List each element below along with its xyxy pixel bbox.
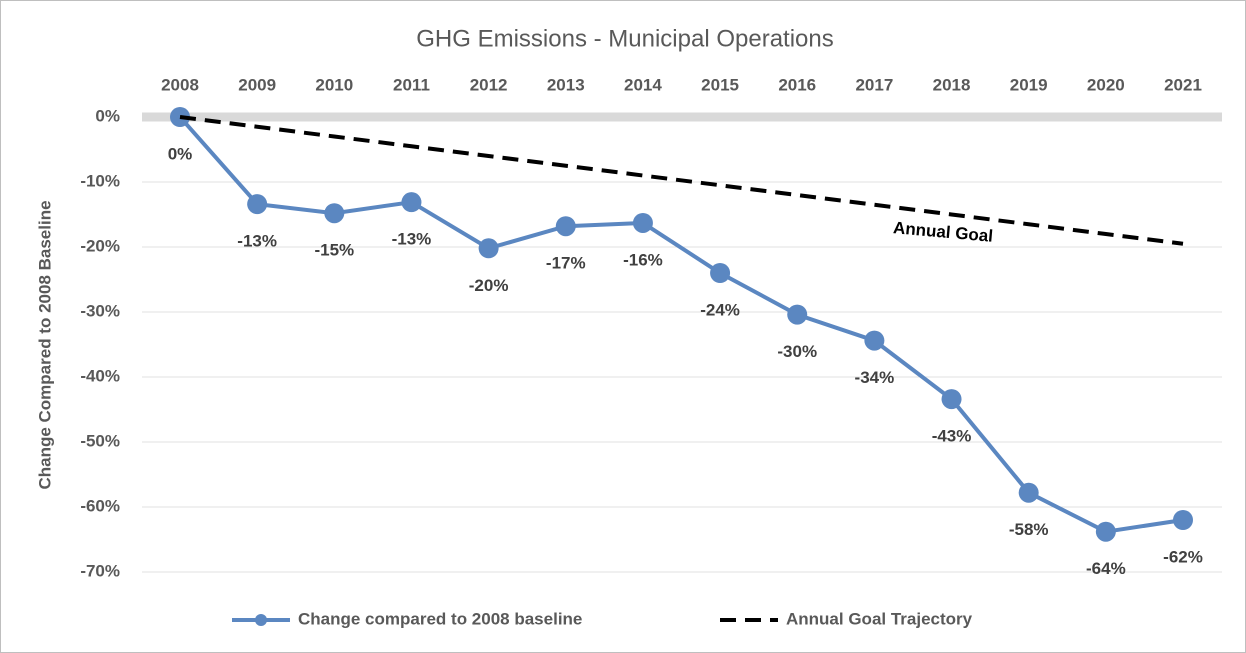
data-point (787, 304, 808, 325)
data-point (478, 238, 499, 259)
data-point (632, 212, 653, 233)
x-tick-label: 2021 (1164, 75, 1202, 94)
data-label: -43% (932, 427, 972, 446)
x-tick-label: 2011 (393, 75, 430, 94)
y-tick-label: -20% (80, 236, 120, 255)
data-point (710, 263, 731, 283)
x-tick-label: 2009 (238, 75, 276, 94)
y-tick-label: -40% (80, 366, 120, 385)
x-tick-label: 2013 (547, 75, 585, 94)
x-tick-label: 2019 (1010, 75, 1048, 94)
data-label: -16% (623, 250, 663, 269)
chart-title: GHG Emissions - Municipal Operations (416, 25, 833, 52)
data-label: -30% (777, 342, 817, 361)
y-tick-label: -30% (80, 301, 120, 320)
data-label: -20% (469, 276, 509, 295)
data-point (864, 330, 885, 351)
y-tick-label: -60% (80, 496, 120, 515)
data-point (247, 194, 268, 215)
y-tick-label: -50% (80, 431, 120, 450)
x-tick-label: 2020 (1087, 75, 1125, 94)
y-tick-label: -10% (80, 171, 120, 190)
data-label: -13% (392, 230, 432, 249)
data-label: -58% (1009, 520, 1049, 539)
data-label: -24% (700, 300, 740, 319)
legend-marker (255, 614, 267, 626)
y-tick-label: -70% (80, 561, 120, 580)
data-label: -13% (237, 232, 277, 251)
x-tick-label: 2017 (855, 75, 893, 94)
data-label: -34% (855, 368, 895, 387)
x-tick-label: 2010 (315, 75, 353, 94)
data-label: -17% (546, 254, 586, 273)
data-label: -15% (314, 241, 354, 260)
legend-label: Annual Goal Trajectory (786, 609, 973, 628)
x-tick-label: 2018 (933, 75, 971, 94)
x-tick-label: 2012 (470, 75, 508, 94)
x-tick-label: 2015 (701, 75, 739, 94)
data-point (1173, 510, 1193, 530)
data-point (1095, 521, 1116, 542)
data-point (401, 192, 422, 213)
y-axis-title: Change Compared to 2008 Baseline (35, 200, 54, 489)
data-point (1018, 482, 1039, 503)
data-label: -64% (1086, 559, 1126, 578)
data-label: -62% (1163, 547, 1203, 566)
data-line (178, 115, 1184, 534)
x-tick-label: 2008 (161, 75, 199, 94)
x-tick-label: 2014 (624, 75, 662, 94)
data-point (941, 389, 962, 410)
y-tick-label: 0% (95, 106, 120, 125)
goal-line (179, 115, 1184, 246)
x-tick-label: 2016 (778, 75, 816, 94)
data-point (324, 203, 345, 224)
legend-label: Change compared to 2008 baseline (298, 609, 582, 628)
data-label: 0% (168, 144, 193, 163)
data-point (555, 216, 576, 237)
